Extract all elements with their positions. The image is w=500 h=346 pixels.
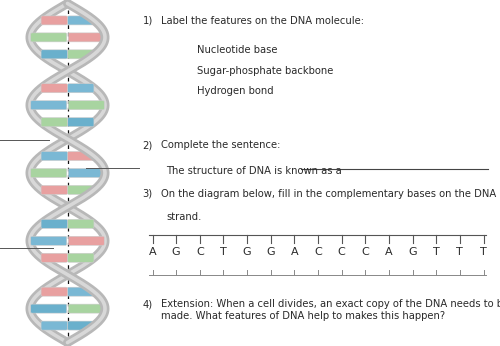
Text: A: A [148, 247, 156, 257]
Text: G: G [266, 247, 275, 257]
Text: T: T [456, 247, 463, 257]
Text: 2): 2) [142, 140, 153, 150]
FancyBboxPatch shape [31, 169, 67, 177]
Text: T: T [433, 247, 440, 257]
FancyBboxPatch shape [68, 16, 94, 25]
FancyBboxPatch shape [41, 84, 68, 93]
FancyBboxPatch shape [41, 185, 68, 194]
Text: G: G [243, 247, 252, 257]
Text: C: C [196, 247, 203, 257]
Text: 3): 3) [142, 189, 152, 199]
FancyBboxPatch shape [41, 287, 68, 296]
FancyBboxPatch shape [68, 185, 94, 194]
Text: G: G [408, 247, 417, 257]
FancyBboxPatch shape [31, 101, 67, 110]
FancyBboxPatch shape [41, 321, 68, 330]
FancyBboxPatch shape [68, 321, 94, 330]
Text: G: G [172, 247, 180, 257]
Text: Label the features on the DNA molecule:: Label the features on the DNA molecule: [162, 16, 364, 26]
FancyBboxPatch shape [68, 253, 94, 262]
FancyBboxPatch shape [41, 16, 68, 25]
FancyBboxPatch shape [68, 33, 104, 42]
FancyBboxPatch shape [41, 50, 68, 59]
FancyBboxPatch shape [68, 152, 94, 161]
Text: A: A [385, 247, 392, 257]
FancyBboxPatch shape [68, 304, 104, 313]
Text: Extension: When a cell divides, an exact copy of the DNA needs to be
made. What : Extension: When a cell divides, an exact… [162, 299, 500, 321]
Text: T: T [220, 247, 227, 257]
Text: Nucleotide base: Nucleotide base [198, 45, 278, 55]
FancyBboxPatch shape [41, 253, 68, 262]
FancyBboxPatch shape [31, 304, 67, 313]
FancyBboxPatch shape [68, 118, 94, 127]
FancyBboxPatch shape [68, 236, 104, 245]
Text: A: A [290, 247, 298, 257]
Text: strand.: strand. [166, 212, 202, 222]
Text: T: T [480, 247, 487, 257]
Text: Hydrogen bond: Hydrogen bond [198, 86, 274, 97]
Text: C: C [362, 247, 369, 257]
FancyBboxPatch shape [41, 118, 68, 127]
FancyBboxPatch shape [41, 219, 68, 228]
FancyBboxPatch shape [68, 101, 104, 110]
FancyBboxPatch shape [68, 287, 94, 296]
Text: 1): 1) [142, 16, 153, 26]
Text: Complete the sentence:: Complete the sentence: [162, 140, 281, 150]
Text: The structure of DNA is known as a: The structure of DNA is known as a [166, 166, 346, 176]
Text: C: C [338, 247, 345, 257]
Text: 4): 4) [142, 299, 152, 309]
Text: Sugar-phosphate backbone: Sugar-phosphate backbone [198, 66, 334, 76]
FancyBboxPatch shape [41, 152, 68, 161]
FancyBboxPatch shape [68, 84, 94, 93]
Text: On the diagram below, fill in the complementary bases on the DNA: On the diagram below, fill in the comple… [162, 189, 497, 199]
Text: C: C [314, 247, 322, 257]
FancyBboxPatch shape [31, 33, 67, 42]
FancyBboxPatch shape [31, 236, 67, 245]
FancyBboxPatch shape [68, 50, 94, 59]
FancyBboxPatch shape [68, 219, 94, 228]
FancyBboxPatch shape [68, 169, 104, 177]
